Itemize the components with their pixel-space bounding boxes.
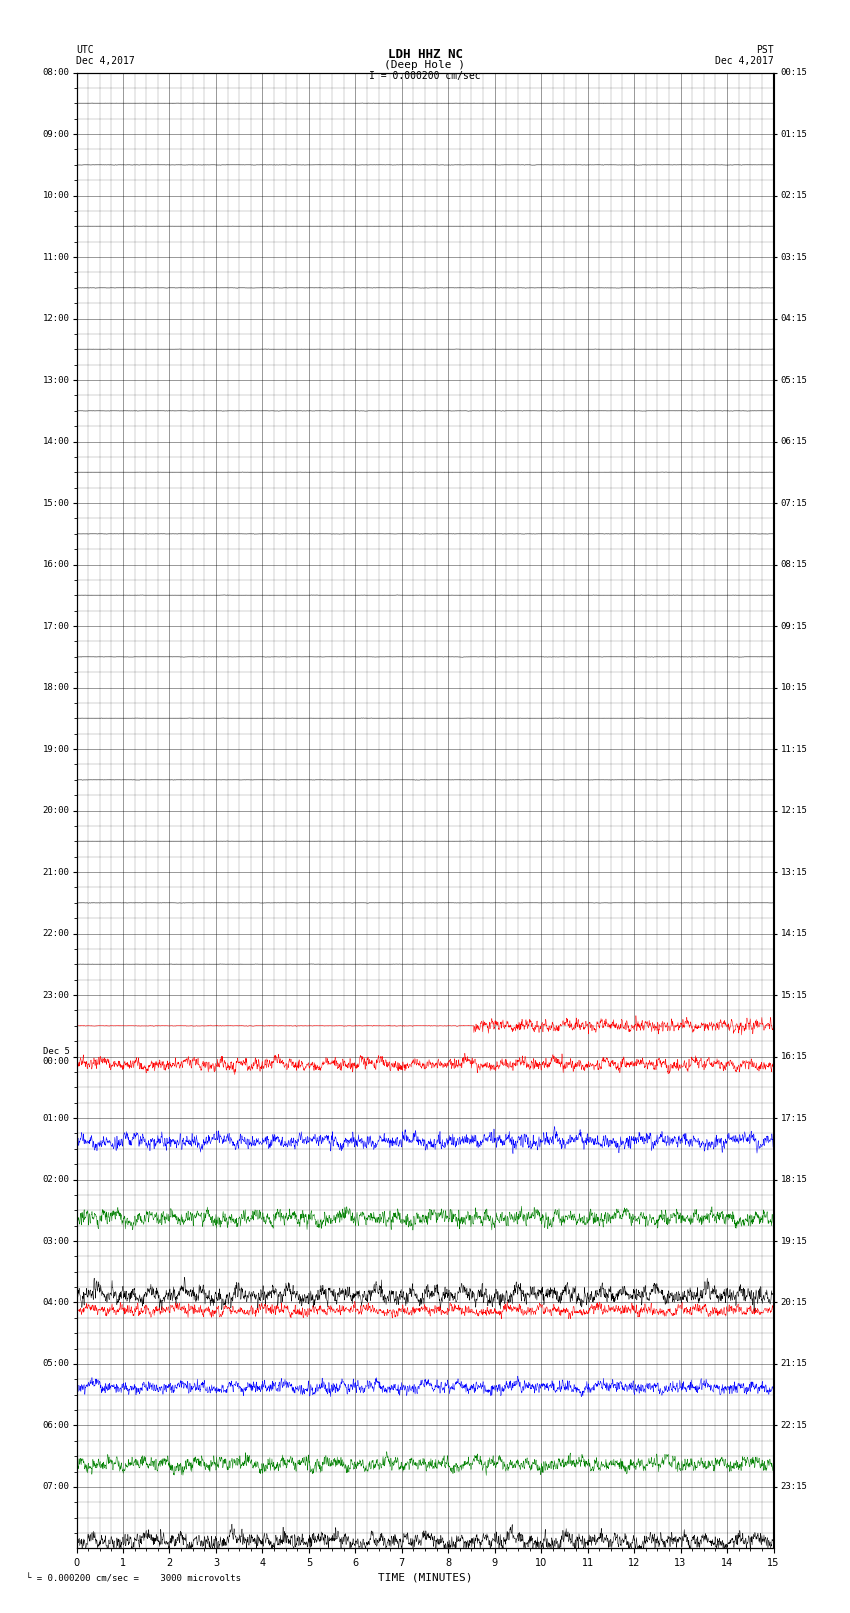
Text: PST: PST bbox=[756, 45, 774, 55]
Text: Dec 4,2017: Dec 4,2017 bbox=[76, 56, 135, 66]
X-axis label: TIME (MINUTES): TIME (MINUTES) bbox=[377, 1573, 473, 1582]
Text: └ = 0.000200 cm/sec =    3000 microvolts: └ = 0.000200 cm/sec = 3000 microvolts bbox=[26, 1574, 241, 1584]
Text: UTC: UTC bbox=[76, 45, 94, 55]
Text: I = 0.000200 cm/sec: I = 0.000200 cm/sec bbox=[369, 71, 481, 81]
Text: (Deep Hole ): (Deep Hole ) bbox=[384, 60, 466, 69]
Text: LDH HHZ NC: LDH HHZ NC bbox=[388, 48, 462, 61]
Text: Dec 4,2017: Dec 4,2017 bbox=[715, 56, 774, 66]
